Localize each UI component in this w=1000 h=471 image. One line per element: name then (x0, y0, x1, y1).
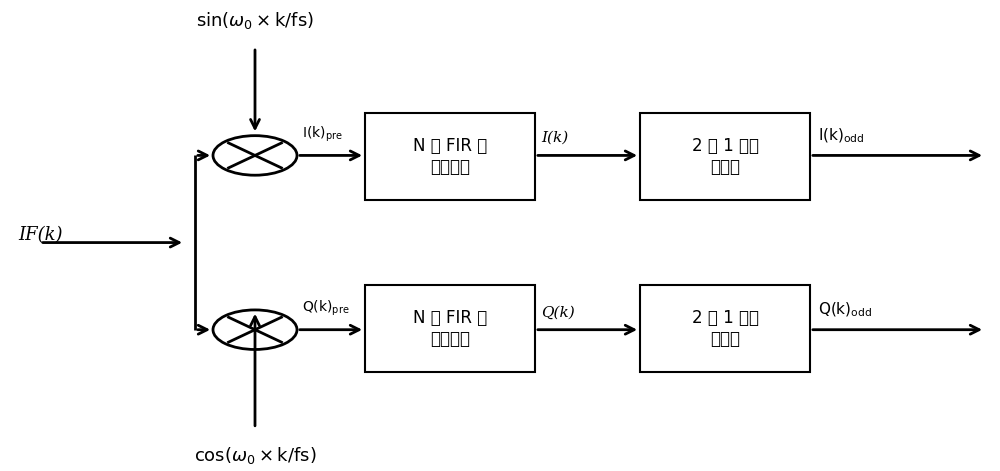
Text: $\mathrm{cos}(\omega_0\times\mathrm{k/fs})$: $\mathrm{cos}(\omega_0\times\mathrm{k/fs… (194, 445, 316, 466)
Text: IF(k): IF(k) (18, 227, 62, 244)
Text: Q(k)$_{\rm pre}$: Q(k)$_{\rm pre}$ (302, 299, 350, 318)
Bar (640, 113, 810, 200)
Text: I(k): I(k) (541, 131, 568, 145)
Text: N 阶 FIR 滤
波器滤波: N 阶 FIR 滤 波器滤波 (413, 137, 487, 176)
Bar (640, 285, 810, 372)
Text: I(k)$_{\rm odd}$: I(k)$_{\rm odd}$ (818, 127, 865, 145)
Text: 2 取 1 保留
奇数项: 2 取 1 保留 奇数项 (692, 309, 759, 348)
Text: I(k)$_{\rm pre}$: I(k)$_{\rm pre}$ (302, 124, 343, 144)
Bar (365, 113, 535, 200)
Text: N 阶 FIR 滤
波器滤波: N 阶 FIR 滤 波器滤波 (413, 309, 487, 348)
Bar (365, 285, 535, 372)
Text: $\mathrm{sin}(\omega_0\times\mathrm{k/fs})$: $\mathrm{sin}(\omega_0\times\mathrm{k/fs… (196, 9, 314, 31)
Text: Q(k): Q(k) (541, 305, 575, 319)
Text: 2 取 1 保留
奇数项: 2 取 1 保留 奇数项 (692, 137, 759, 176)
Text: Q(k)$_{\rm odd}$: Q(k)$_{\rm odd}$ (818, 301, 872, 319)
